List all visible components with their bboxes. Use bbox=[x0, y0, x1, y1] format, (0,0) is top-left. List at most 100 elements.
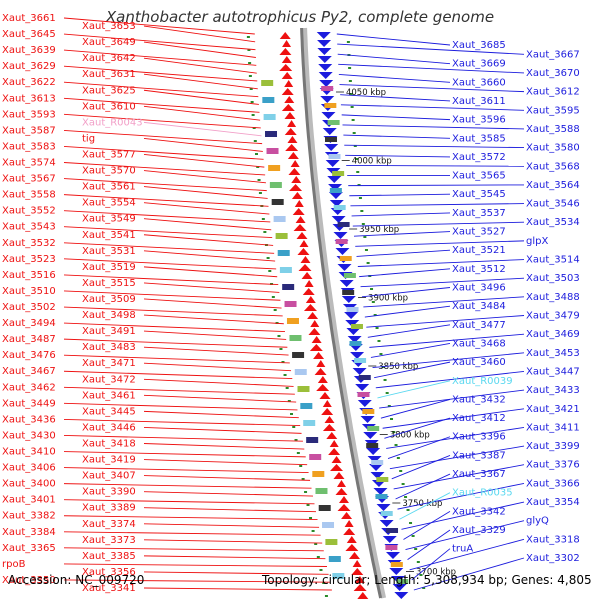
forward-gene-arrow bbox=[324, 416, 335, 423]
left-leader-line bbox=[143, 41, 256, 58]
forward-gene-arrow bbox=[279, 48, 292, 55]
feature-block bbox=[322, 522, 335, 528]
right-leader-line bbox=[377, 380, 451, 399]
right-gene-label: Xaut_3537 bbox=[452, 208, 506, 219]
left-leader-line bbox=[143, 362, 292, 372]
right-leader-line bbox=[338, 63, 525, 74]
track-marker bbox=[304, 491, 308, 493]
left-leader-line bbox=[63, 386, 295, 395]
reverse-gene-arrow bbox=[319, 80, 334, 87]
left-leader-line bbox=[63, 435, 303, 442]
left-gene-label: Xaut_3384 bbox=[2, 527, 56, 538]
track-marker bbox=[396, 457, 400, 459]
feature-block bbox=[325, 539, 338, 545]
feature-block bbox=[366, 443, 379, 448]
right-leader-line bbox=[359, 268, 451, 278]
track-marker bbox=[322, 582, 326, 584]
right-gene-label: Xaut_3667 bbox=[526, 49, 580, 60]
left-gene-label: Xaut_3483 bbox=[82, 342, 136, 353]
forward-gene-arrow bbox=[305, 296, 316, 303]
right-leader-line bbox=[338, 73, 451, 83]
feature-block bbox=[349, 341, 362, 346]
left-gene-label: Xaut_3401 bbox=[2, 495, 56, 506]
reverse-gene-arrow bbox=[321, 112, 336, 119]
reverse-gene-arrow bbox=[317, 48, 332, 55]
right-leader-line bbox=[403, 510, 451, 540]
left-leader-line bbox=[143, 250, 276, 262]
reverse-gene-arrow bbox=[318, 72, 333, 79]
left-gene-label: Xaut_3552 bbox=[2, 206, 56, 217]
track-marker bbox=[399, 470, 403, 472]
left-leader-line bbox=[63, 515, 318, 520]
left-leader-line bbox=[63, 65, 258, 82]
feature-block bbox=[335, 239, 348, 244]
track-marker bbox=[371, 301, 375, 303]
left-leader-line bbox=[63, 258, 277, 270]
left-leader-line bbox=[63, 194, 269, 207]
left-leader-line bbox=[63, 274, 279, 286]
forward-gene-arrow bbox=[310, 320, 320, 327]
right-gene-label: Xaut_3514 bbox=[526, 255, 580, 266]
track-marker bbox=[356, 171, 360, 173]
left-leader-line bbox=[143, 507, 317, 513]
track-marker bbox=[292, 426, 296, 428]
forward-gene-arrow bbox=[293, 224, 307, 231]
right-gene-label: Xaut_3468 bbox=[452, 338, 506, 349]
left-leader-line bbox=[143, 443, 305, 450]
right-gene-label: Xaut_3595 bbox=[526, 105, 580, 116]
forward-gene-arrow bbox=[299, 240, 309, 247]
forward-gene-arrow bbox=[309, 344, 323, 351]
right-gene-label: glpX bbox=[526, 236, 548, 247]
feature-block bbox=[371, 460, 384, 465]
left-leader-line bbox=[63, 563, 327, 567]
track-marker bbox=[299, 465, 303, 467]
track-marker bbox=[254, 153, 258, 155]
left-leader-line bbox=[63, 210, 271, 223]
forward-gene-arrow bbox=[281, 72, 293, 79]
left-gene-label: Xaut_3561 bbox=[82, 182, 136, 193]
right-leader-line bbox=[401, 501, 525, 530]
tick-label: 3850 kbp bbox=[378, 362, 418, 372]
right-gene-label: Xaut_3564 bbox=[526, 180, 580, 191]
accession-text: Accession: NC_009720 bbox=[8, 573, 145, 587]
track-marker bbox=[414, 548, 418, 550]
reverse-gene-arrow bbox=[328, 192, 343, 199]
track-marker bbox=[352, 132, 356, 134]
feature-block bbox=[261, 80, 274, 86]
forward-gene-arrow bbox=[336, 480, 346, 487]
track-marker bbox=[263, 231, 267, 233]
track-marker bbox=[248, 62, 252, 64]
backbone-shadow bbox=[302, 27, 387, 599]
left-gene-label: Xaut_3436 bbox=[2, 414, 56, 425]
track-marker bbox=[348, 80, 352, 82]
reverse-gene-arrow bbox=[360, 416, 375, 423]
forward-gene-arrow bbox=[349, 552, 361, 559]
feature-block bbox=[327, 120, 340, 125]
reverse-gene-arrow bbox=[389, 568, 404, 575]
track-marker bbox=[363, 236, 367, 238]
left-gene-label: Xaut_3445 bbox=[82, 406, 136, 417]
left-gene-label: Xaut_3365 bbox=[2, 543, 56, 554]
forward-gene-arrow bbox=[285, 144, 299, 151]
right-leader-line bbox=[405, 520, 525, 551]
forward-gene-arrow bbox=[319, 392, 331, 399]
left-leader-line bbox=[63, 49, 257, 66]
left-leader-line bbox=[143, 587, 332, 591]
left-gene-label: Xaut_3509 bbox=[82, 294, 136, 305]
right-gene-label: Xaut_3302 bbox=[526, 553, 580, 564]
left-gene-label: Xaut_3516 bbox=[2, 270, 56, 281]
reverse-gene-arrow bbox=[335, 248, 350, 255]
left-gene-label: Xaut_3449 bbox=[2, 398, 56, 409]
right-leader-line bbox=[337, 43, 525, 55]
left-leader-line bbox=[143, 154, 265, 168]
right-leader-line bbox=[348, 184, 525, 187]
forward-gene-arrow bbox=[322, 424, 336, 431]
right-gene-label: Xaut_3534 bbox=[526, 217, 580, 228]
left-gene-label: Xaut_3350 bbox=[2, 575, 56, 586]
right-leader-line bbox=[384, 417, 451, 439]
reverse-gene-arrow bbox=[350, 352, 365, 359]
right-gene-label: Xaut_3670 bbox=[526, 68, 580, 79]
left-gene-label: Xaut_3629 bbox=[2, 61, 56, 72]
track-marker bbox=[261, 218, 265, 220]
feature-block bbox=[380, 511, 393, 516]
